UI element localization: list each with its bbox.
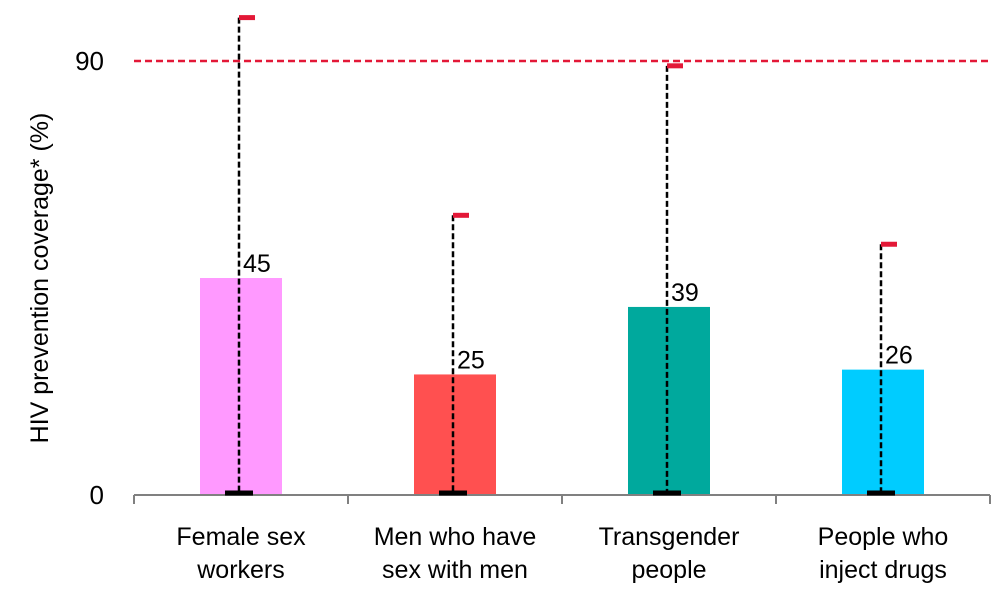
x-tick-label: workers <box>196 556 285 584</box>
data-label: 25 <box>457 346 485 374</box>
bar <box>200 278 282 495</box>
bars-layer <box>200 278 924 495</box>
axis-layer <box>133 494 991 504</box>
data-label: 39 <box>671 279 699 307</box>
labels-layer: 0 90 45 Female sex workers 25 Men who have sex … <box>75 46 948 584</box>
data-label: 26 <box>885 342 913 370</box>
bar <box>628 306 710 495</box>
x-tick-label: Transgender <box>599 523 740 551</box>
bar <box>842 369 924 495</box>
error-bars-layer <box>225 15 897 496</box>
y-axis-label: HIV prevention coverage* (%) <box>26 113 54 444</box>
x-tick-label: sex with men <box>382 556 528 584</box>
x-tick-label: people <box>631 556 706 584</box>
x-tick-label: inject drugs <box>819 556 947 584</box>
x-tick-label: Men who have <box>374 523 537 551</box>
x-tick-label: People who <box>818 523 949 551</box>
x-tick-label: Female sex <box>176 523 306 551</box>
data-label: 45 <box>243 250 271 278</box>
bar <box>414 374 496 495</box>
y-tick-label: 90 <box>75 46 104 76</box>
y-tick-label: 0 <box>90 480 104 510</box>
